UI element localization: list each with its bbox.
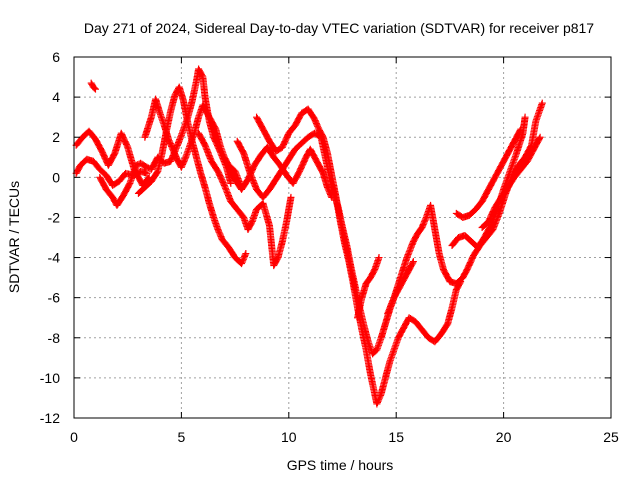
y-tick-label: -2	[48, 209, 61, 225]
series-track	[195, 129, 295, 270]
y-tick-label: -6	[48, 290, 61, 306]
y-tick-label: 4	[52, 89, 60, 105]
axis-ticks	[73, 56, 612, 419]
y-tick-label: -10	[40, 370, 60, 386]
series-marker-trail	[234, 130, 417, 357]
series-marker-trail	[195, 131, 295, 268]
x-tick-label: 15	[388, 429, 404, 445]
series-track	[141, 95, 246, 191]
y-axis-label: SDTVAR / TECUs	[6, 181, 22, 293]
y-tick-label: 2	[52, 129, 60, 145]
series-marker-trail	[253, 106, 464, 406]
chart-title: Day 271 of 2024, Sidereal Day-to-day VTE…	[84, 20, 594, 36]
series-track	[452, 125, 525, 221]
series-marker-trail	[454, 127, 524, 221]
series-track	[253, 105, 465, 408]
x-tick-label: 5	[178, 429, 186, 445]
series-track	[233, 129, 417, 358]
x-tick-labels: 0 5 10 15 20 25	[70, 429, 619, 445]
x-tick-label: 25	[603, 429, 619, 445]
x-axis-label: GPS time / hours	[287, 457, 394, 473]
x-tick-label: 20	[496, 429, 512, 445]
series-marker-trail	[354, 255, 382, 320]
series-track	[478, 133, 544, 231]
y-tick-label: 0	[52, 169, 60, 185]
series-marker-trail	[73, 128, 152, 188]
x-tick-label: 0	[70, 429, 78, 445]
series-marker-trail	[88, 80, 98, 92]
series-track	[87, 79, 99, 93]
grid-lines	[74, 57, 611, 418]
series-marker-trail	[73, 156, 150, 189]
series-marker-trail	[479, 135, 543, 230]
x-tick-label: 10	[281, 429, 297, 445]
data-series	[72, 65, 546, 408]
plot-frame	[73, 56, 612, 419]
series-track	[354, 254, 383, 322]
y-tick-label: -12	[40, 410, 60, 426]
y-tick-labels: -12 -10 -8 -6 -4 -2 0 2 4 6	[40, 49, 60, 426]
y-tick-label: -8	[48, 330, 61, 346]
y-tick-label: -4	[48, 250, 61, 266]
y-tick-label: 6	[52, 49, 60, 65]
series-marker-trail	[141, 97, 245, 190]
